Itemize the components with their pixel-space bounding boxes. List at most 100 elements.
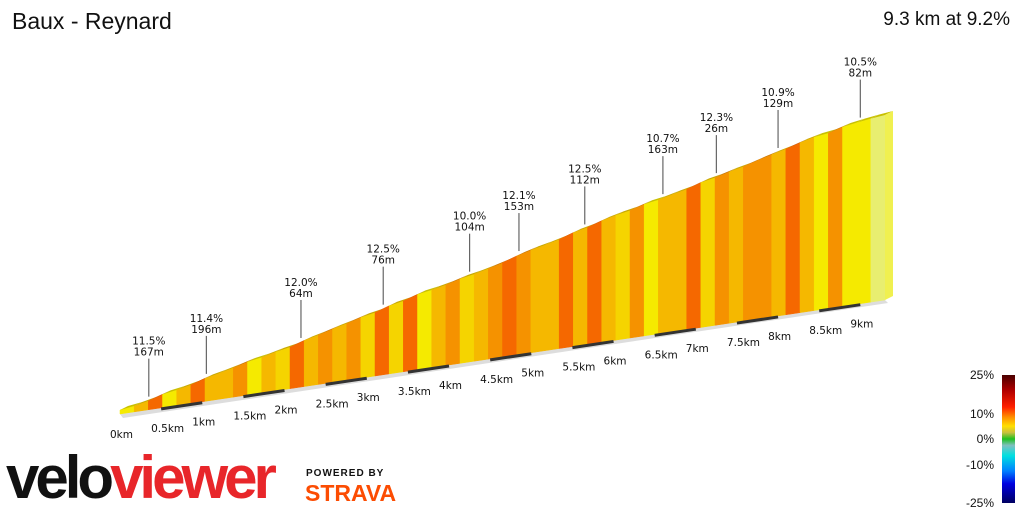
gradient-segment [218,367,234,400]
gradient-segment [856,118,872,305]
annotation-length: 76m [371,255,395,267]
segment-top-surface [870,111,893,119]
segment-top-surface [290,336,313,348]
segment-top-surface [360,308,383,318]
gradient-segment [842,122,857,307]
annotation-length: 82m [849,68,873,80]
km-scale-bar [818,303,861,313]
segment-top-surface [644,195,667,205]
annotation-gradient: 12.0% [284,277,317,289]
x-tick-label: 6km [604,355,627,367]
x-tick-label: 7.5km [727,337,760,349]
segment-top-surface [304,330,327,341]
gradient-segment [785,142,801,316]
segment-top-surface [445,274,468,285]
segment-top-surface [615,206,638,216]
segment-top-surface [545,235,568,245]
gradient-segment [629,203,645,339]
x-tick-label: 1km [192,417,215,429]
segment-top-surface [332,319,355,330]
annotation-gradient: 12.5% [367,244,400,256]
segment-top-surface [318,325,341,335]
annotation-length: 64m [289,288,313,300]
gradient-segment [870,114,886,303]
gradient-segment [388,300,404,375]
annotation-length: 104m [454,222,484,234]
segment-top-surface [148,390,171,401]
segment-top-surface [573,223,596,233]
gradient-segment [332,323,347,383]
strava-logo[interactable]: STRAVA [305,480,397,506]
annotation-gradient: 11.4% [190,313,223,325]
gradient-segment [261,351,277,394]
legend-label: 10% [969,407,994,421]
legend-label: 0% [976,432,994,446]
gradient-segment [403,293,418,373]
x-tick-label: 8.5km [809,325,842,337]
gradient-segment [502,255,517,358]
gradient-segment [573,227,588,347]
segment-top-surface [814,129,837,138]
segment-top-surface [757,150,780,161]
gradient-segment [275,346,291,392]
segment-top-surface [601,211,624,221]
km-scale-bar [407,364,450,374]
segment-top-surface [375,301,398,313]
gradient-segment [813,132,829,311]
km-scale-bar [654,327,697,337]
gradient-segment [686,182,702,330]
annotation-length: 26m [705,123,729,135]
gradient-color-scale [1002,375,1015,503]
x-tick-label: 0.5km [151,423,184,435]
segment-top-surface [176,380,199,390]
segment-top-surface [530,240,553,251]
gradient-segment [828,126,843,309]
gradient-segment [488,262,503,360]
gradient-segment [459,273,475,364]
gradient-segment [360,312,376,379]
segment-top-surface [672,185,695,195]
gradient-segment [757,154,772,320]
x-tick-label: 5km [521,368,544,380]
gradient-segment [728,166,744,324]
gradient-segment [516,249,532,356]
gradient-segment [700,177,716,328]
segment-top-surface [559,228,582,240]
segment-top-surface [247,353,270,362]
annotation-length: 112m [570,174,600,186]
annotation-length: 167m [134,347,164,359]
segment-top-surface [205,369,228,379]
x-tick-label: 3.5km [398,386,431,398]
annotation-gradient: 12.3% [700,112,733,124]
gradient-segment [346,317,362,381]
segment-top-surface [828,123,851,134]
segment-top-surface [219,363,242,374]
gradient-segment [148,393,163,411]
veloviewer-logo[interactable]: veloviewer [6,444,277,511]
legend-label: 25% [969,368,994,382]
segment-top-surface [800,133,823,143]
segment-top-surface [431,280,454,290]
segment-top-surface [403,290,426,302]
annotation-length: 196m [191,324,221,336]
annotation-gradient: 12.5% [568,163,601,175]
segment-top-surface [134,396,157,406]
x-tick-label: 2km [275,404,298,416]
segment-top-surface [856,114,879,123]
x-tick-label: 2.5km [316,398,349,410]
x-tick-label: 8km [768,331,791,343]
segment-top-surface [417,285,440,295]
x-tick-label: 6.5km [645,349,678,361]
annotation-gradient: 11.5% [132,336,165,348]
climb-title: Baux - Reynard [12,8,172,34]
segment-top-surface [120,401,143,410]
x-tick-label: 0km [110,429,133,441]
annotation-length: 163m [648,144,678,156]
annotation-gradient: 10.5% [844,57,877,69]
segment-top-surface [842,118,865,128]
powered-by-label: POWERED BY [306,468,385,479]
gradient-segment [162,389,177,408]
x-tick-label: 9km [850,319,873,331]
climb-summary: 9.3 km at 9.2% [883,9,1010,30]
